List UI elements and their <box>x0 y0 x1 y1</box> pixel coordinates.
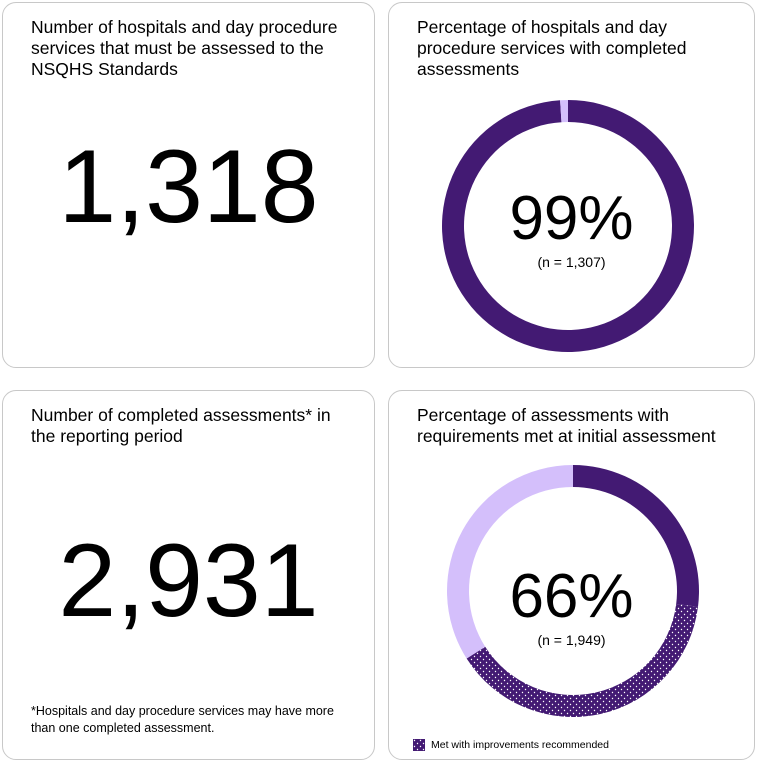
card-met-pct: Percentage of assessments with requireme… <box>388 390 755 760</box>
card-title: Percentage of assessments with requireme… <box>417 405 716 446</box>
card-title: Percentage of hospitals and day procedur… <box>417 17 687 79</box>
assessments-count: 2,931 <box>58 523 319 639</box>
donut-segment-met-with-improvements-recommended <box>466 604 699 717</box>
card-completed-pct: Percentage of hospitals and day procedur… <box>388 2 755 368</box>
completed-n: (n = 1,307) <box>537 254 606 270</box>
met-n: (n = 1,949) <box>537 632 606 648</box>
card-title: Number of hospitals and day procedure se… <box>31 17 338 79</box>
donut-segment-not-met <box>447 465 573 659</box>
donut-chart-met <box>447 465 699 717</box>
card-title: Number of completed assessments* in the … <box>31 405 331 446</box>
donut-segment-not-completed <box>560 100 568 123</box>
card-assessments: Number of completed assessments* in the … <box>2 390 375 760</box>
footnote: *Hospitals and day procedure services ma… <box>31 704 334 735</box>
legend-swatch-dotted <box>413 739 425 751</box>
met-pct-value: 66% <box>509 562 634 631</box>
legend-label: Met with improvements recommended <box>431 739 609 751</box>
donut-chart-completed <box>442 100 694 353</box>
donut-segment-met <box>573 465 699 607</box>
legend: Met with improvements recommended <box>413 739 609 751</box>
card-hospitals: Number of hospitals and day procedure se… <box>2 2 375 368</box>
completed-pct-value: 99% <box>509 184 634 253</box>
hospitals-count: 1,318 <box>58 129 319 245</box>
